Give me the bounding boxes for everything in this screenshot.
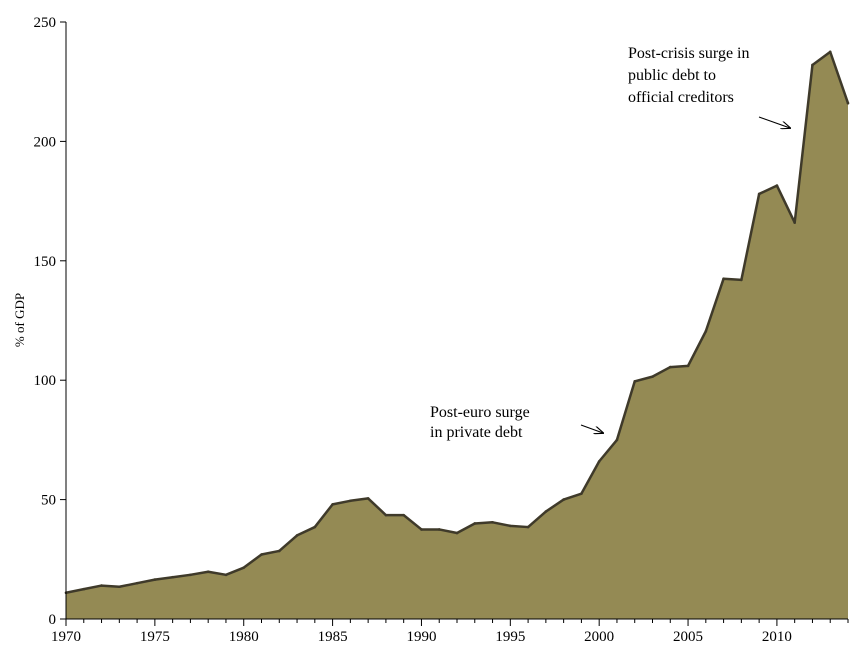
data-point — [597, 460, 601, 463]
data-point — [420, 528, 423, 531]
data-point — [526, 525, 530, 529]
x-tick-label: 1985 — [318, 629, 348, 645]
y-tick-label: 0 — [49, 612, 57, 628]
data-point — [544, 510, 548, 513]
y-tick-label: 100 — [34, 373, 57, 389]
data-point — [722, 277, 725, 281]
x-tick-label: 1980 — [229, 629, 259, 645]
data-point — [811, 63, 814, 67]
annotation-arrow — [758, 116, 790, 128]
data-point — [260, 553, 263, 556]
data-point — [686, 364, 690, 368]
data-point — [224, 573, 228, 577]
x-tick-label: 1970 — [51, 629, 81, 645]
data-point — [277, 549, 281, 553]
x-tick-label: 1990 — [406, 629, 436, 645]
data-point — [757, 192, 761, 196]
data-point — [313, 525, 317, 529]
data-point — [135, 581, 139, 585]
data-point — [651, 375, 654, 378]
y-tick-label: 50 — [41, 493, 56, 509]
data-point — [562, 498, 565, 501]
data-point — [82, 587, 86, 591]
data-point — [580, 492, 583, 495]
data-point — [295, 534, 299, 537]
data-point — [189, 573, 192, 577]
data-point — [775, 184, 779, 187]
axes: 0 50 100 150 200 250 1970 1975 1980 1985 1990 1995 2… — [34, 15, 849, 645]
data-point — [366, 497, 370, 500]
data-point — [615, 438, 619, 442]
plot-area — [64, 50, 850, 620]
annotation-arrow — [580, 424, 603, 433]
annotation-text: in private debt — [430, 424, 523, 441]
y-tick-label: 250 — [34, 15, 57, 31]
data-point — [455, 531, 459, 535]
data-point — [473, 522, 477, 525]
data-point — [100, 584, 103, 587]
data-point — [828, 50, 832, 54]
x-tick-label: 2010 — [762, 629, 792, 645]
series-area — [66, 51, 848, 620]
x-tick-label: 1975 — [140, 629, 170, 645]
x-tick-label: 2000 — [584, 629, 614, 645]
data-point — [491, 520, 494, 524]
data-point — [740, 278, 743, 282]
data-point — [171, 575, 174, 579]
annotation: Post-crisis surge in public debt to offici… — [628, 45, 790, 128]
data-point — [437, 528, 441, 531]
data-point — [704, 329, 708, 333]
x-tick-label: 2005 — [673, 629, 703, 645]
y-tick-label: 150 — [34, 254, 57, 270]
annotations: Post-euro surge in private debt Post-crisi… — [430, 45, 790, 441]
data-point — [384, 513, 388, 517]
data-point — [402, 513, 405, 517]
data-point — [118, 585, 121, 589]
annotation-text: Post-euro surge — [430, 404, 530, 421]
data-point — [509, 524, 512, 528]
data-point — [331, 503, 334, 506]
y-axis-title: % of GDP — [12, 293, 27, 347]
annotation-text: public debt to — [628, 67, 716, 84]
y-tick-label: 200 — [34, 134, 57, 150]
data-point — [633, 380, 637, 383]
data-point — [153, 578, 157, 581]
data-point — [349, 499, 352, 503]
data-point — [793, 221, 796, 224]
data-point — [206, 570, 210, 574]
annotation-text: official creditors — [628, 89, 734, 106]
annotation-text: Post-crisis surge in — [628, 45, 749, 62]
data-point — [846, 101, 850, 105]
x-tick-label: 1995 — [495, 629, 525, 645]
annotation: Post-euro surge in private debt — [430, 404, 603, 441]
data-point — [242, 566, 246, 569]
data-point — [668, 365, 672, 369]
